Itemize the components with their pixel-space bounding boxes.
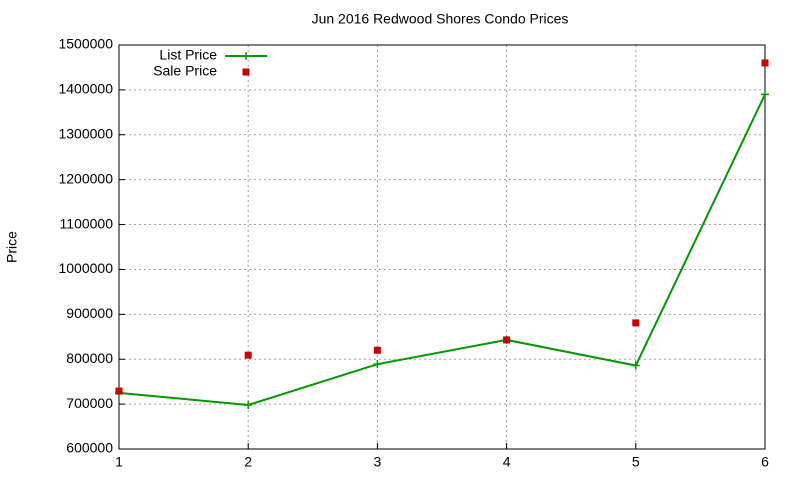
point <box>373 346 381 354</box>
point <box>631 361 640 370</box>
y-tick-label: 1200000 <box>58 170 113 186</box>
x-tick-label: 6 <box>761 454 769 470</box>
point <box>242 52 250 60</box>
point <box>373 360 382 369</box>
point <box>761 59 769 67</box>
legend-label: List Price <box>159 47 217 63</box>
y-tick-label: 700000 <box>66 395 113 411</box>
y-tick-label: 1500000 <box>58 36 113 52</box>
point <box>503 336 511 344</box>
line <box>118 93 766 407</box>
y-tick-label: 1100000 <box>60 215 114 231</box>
x-tick-label: 5 <box>632 454 640 470</box>
chart-title: Jun 2016 Redwood Shores Condo Prices <box>312 11 569 27</box>
y-tick-label: 900000 <box>66 305 113 321</box>
y-axis-label: Price <box>4 231 20 263</box>
y-tick-label: 1000000 <box>58 260 113 276</box>
x-tick-label: 2 <box>244 454 252 470</box>
x-tick-label: 3 <box>374 454 382 470</box>
y-tick-label: 800000 <box>66 350 113 366</box>
y-tick-label: 1400000 <box>58 81 113 97</box>
point <box>632 319 640 327</box>
plot-frame <box>118 44 766 450</box>
point <box>244 401 253 410</box>
point <box>244 351 252 359</box>
y-tick-label: 1300000 <box>58 125 113 141</box>
y-tick-label: 600000 <box>66 440 113 456</box>
point <box>761 90 769 99</box>
point <box>115 387 123 395</box>
point <box>242 68 250 76</box>
x-tick-label: 1 <box>115 454 123 470</box>
legend-label: Sale Price <box>153 63 217 79</box>
x-tick-label: 4 <box>503 454 511 470</box>
